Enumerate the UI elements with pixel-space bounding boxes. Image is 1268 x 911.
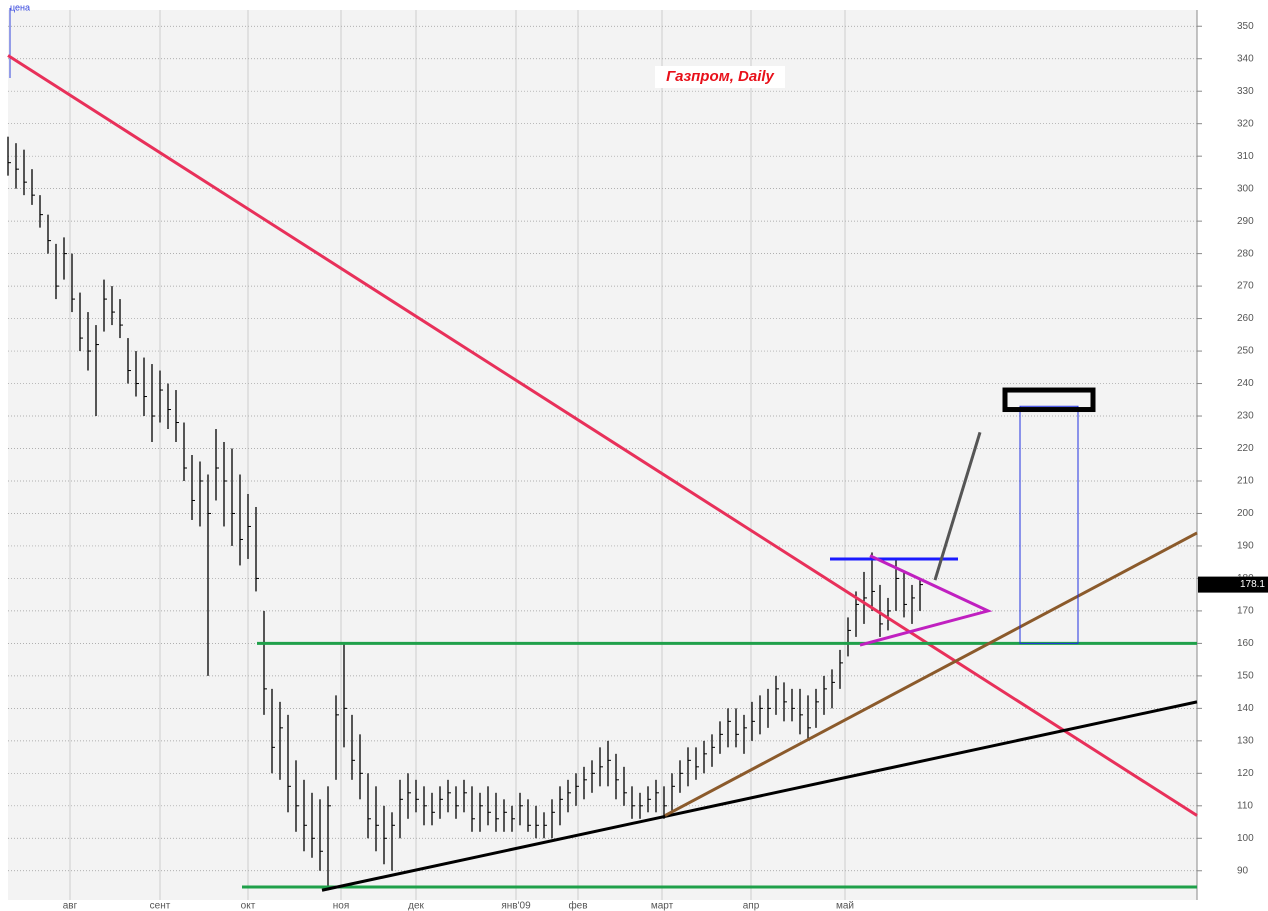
y-tick-label: 90 [1237,865,1249,876]
y-tick-label: 140 [1237,703,1254,714]
y-tick-label: 130 [1237,735,1254,746]
y-tick-label: 190 [1237,541,1254,552]
trend-line [859,554,993,647]
y-tick-label: 100 [1237,833,1254,844]
y-tick-label: 300 [1237,183,1254,194]
y-tick-label: 120 [1237,768,1254,779]
x-tick-label: март [651,901,674,911]
y-tick-label: 170 [1237,606,1254,617]
chart-title: Газпром, Daily [666,68,774,85]
y-tick-label: 210 [1237,476,1254,487]
price-tag [1198,576,1268,593]
y-tick-label: 230 [1237,411,1254,422]
target-box [1002,387,1096,413]
y-tick-label: 290 [1237,216,1254,227]
y-tick-label: 110 [1237,800,1253,811]
y-tick-label: 160 [1237,638,1254,649]
price-tag-label: 178.1 [1240,579,1265,590]
x-tick-label: сент [150,901,171,911]
x-tick-label: ноя [333,901,350,911]
x-tick-label: янв'09 [501,901,531,911]
title-background [655,66,785,88]
trend-line [933,431,982,581]
trend-line [321,700,1198,892]
x-tick-label: апр [743,901,760,911]
x-tick-label: окт [241,901,256,911]
y-tick-label: 310 [1237,151,1254,162]
y-tick-label: 270 [1237,281,1254,292]
y-tick-label: 340 [1237,53,1254,64]
trend-line [664,531,1198,817]
y-tick-label: 260 [1237,313,1254,324]
y-tick-label: 280 [1237,248,1254,259]
x-tick-label: фев [568,900,587,911]
x-tick-label: авг [63,901,78,911]
trend-line [7,54,1198,817]
y-tick-label: 330 [1237,86,1254,97]
y-tick-label: 350 [1237,21,1254,32]
y-tick-label: 250 [1237,346,1254,357]
y-tick-label: 200 [1237,508,1254,519]
y-tick-label: 320 [1237,118,1254,129]
y-axis-label: цена [10,2,30,12]
y-tick-label: 150 [1237,671,1254,682]
x-tick-label: май [836,901,854,911]
x-tick-label: дек [408,901,424,911]
plot-background [8,10,1197,900]
target-box [1019,405,1079,644]
y-tick-label: 240 [1237,378,1254,389]
y-tick-label: 220 [1237,443,1254,454]
